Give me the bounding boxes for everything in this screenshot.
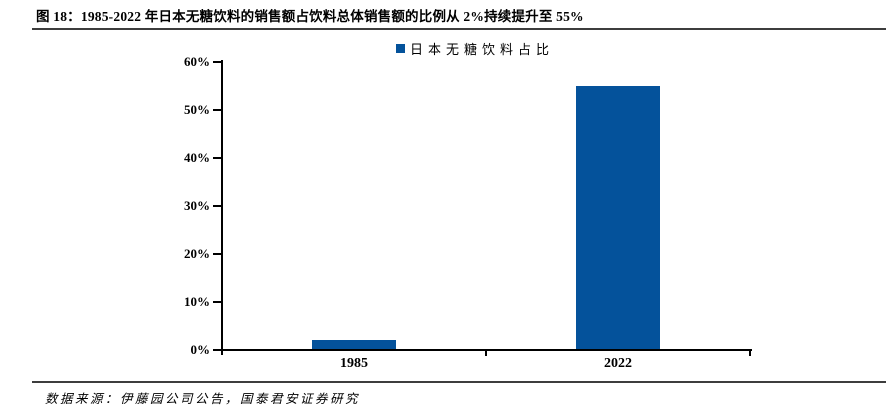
chart-legend: 日本无糖饮料占比 <box>396 39 554 58</box>
legend-marker-icon <box>396 44 405 53</box>
bottom-rule <box>32 381 886 383</box>
y-axis-tick <box>213 301 222 303</box>
figure-title: 图 18：1985-2022 年日本无糖饮料的销售额占饮料总体销售额的比例从 2… <box>36 9 584 24</box>
x-axis-tick <box>485 349 487 356</box>
y-axis-tick <box>213 205 222 207</box>
y-axis-tick <box>213 253 222 255</box>
bar-2022 <box>576 86 660 349</box>
bar-1985 <box>312 340 396 349</box>
y-axis-line <box>221 60 223 355</box>
top-rule <box>32 28 886 30</box>
y-axis-tick-label: 60% <box>184 54 210 69</box>
data-source-note: 数据来源：伊藤园公司公告，国泰君安证券研究 <box>45 392 361 406</box>
y-axis-tick-label: 50% <box>184 102 210 117</box>
y-axis-tick-label: 0% <box>190 342 211 357</box>
y-axis-tick-label: 10% <box>184 294 210 309</box>
legend-label: 日本无糖饮料占比 <box>410 42 555 57</box>
y-axis-tick <box>213 61 222 63</box>
x-axis-label: 1985 <box>340 356 368 371</box>
y-axis-tick-label: 20% <box>184 246 210 261</box>
y-axis-tick <box>213 109 222 111</box>
x-axis-label: 2022 <box>604 356 632 371</box>
y-axis-tick <box>213 157 222 159</box>
y-axis-tick-label: 30% <box>184 198 210 213</box>
y-axis-tick <box>213 349 222 351</box>
x-axis-tick <box>749 349 751 356</box>
y-axis-tick-label: 40% <box>184 150 210 165</box>
